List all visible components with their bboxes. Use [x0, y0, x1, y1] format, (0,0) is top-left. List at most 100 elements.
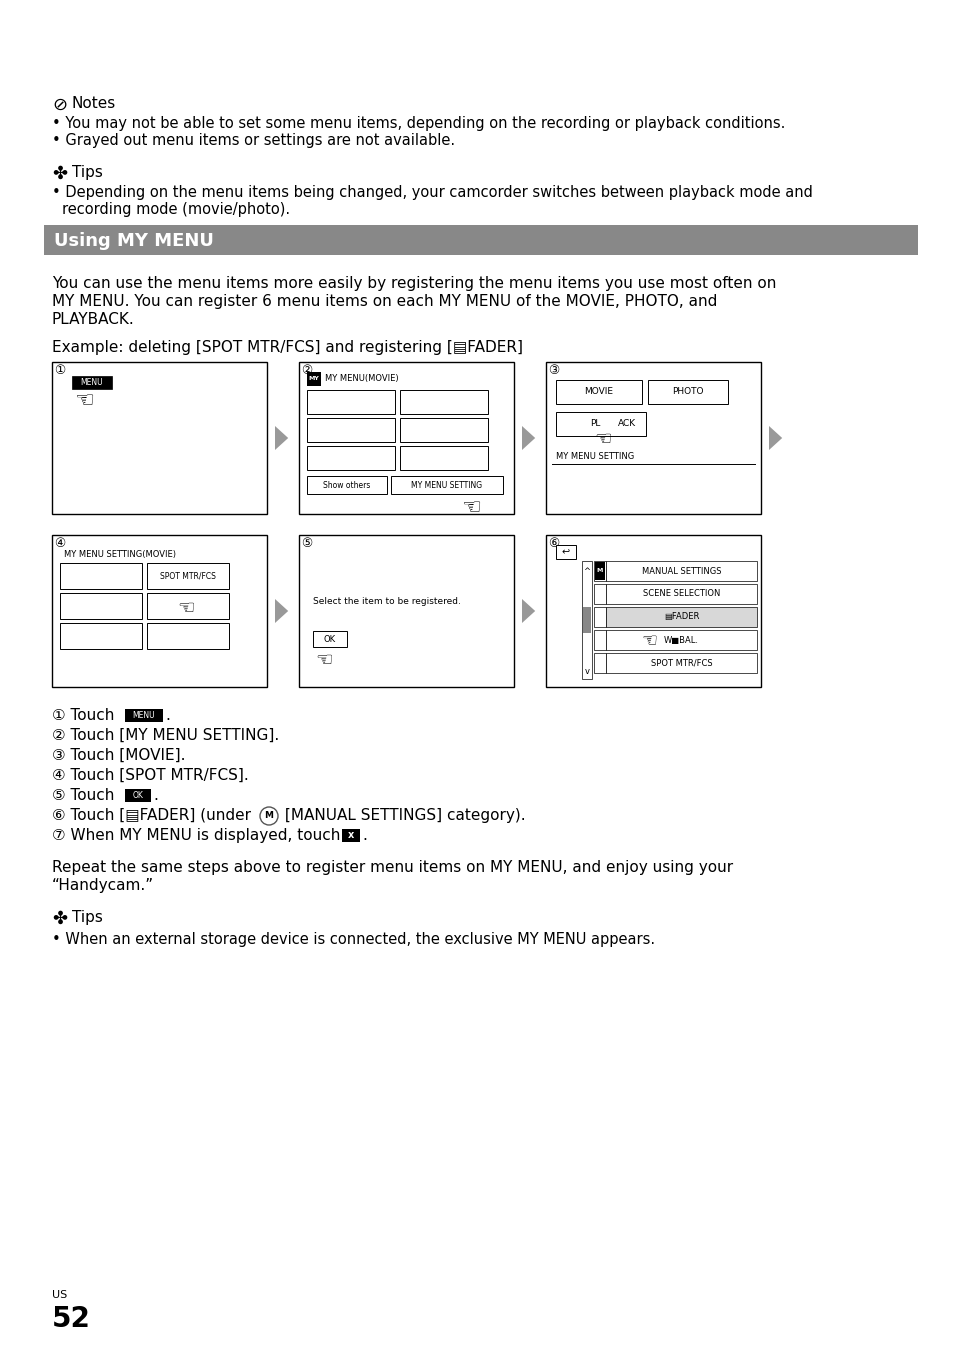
- Bar: [125, 788, 151, 802]
- Text: ④ Touch [SPOT MTR/FCS].: ④ Touch [SPOT MTR/FCS].: [52, 768, 249, 783]
- Polygon shape: [274, 426, 288, 451]
- Bar: [307, 476, 387, 494]
- Bar: [556, 380, 641, 404]
- Text: PHOTO: PHOTO: [672, 388, 703, 396]
- Text: .: .: [165, 708, 170, 723]
- Bar: [594, 584, 605, 604]
- Text: ③ Touch [MOVIE].: ③ Touch [MOVIE].: [52, 748, 185, 763]
- Text: ☜: ☜: [314, 651, 333, 670]
- Text: ↩: ↩: [561, 547, 570, 556]
- Text: • You may not be able to set some menu items, depending on the recording or play: • You may not be able to set some menu i…: [52, 115, 784, 132]
- Text: PL: PL: [590, 419, 600, 429]
- Polygon shape: [768, 426, 781, 451]
- Text: MY MENU SETTING: MY MENU SETTING: [556, 452, 634, 461]
- Text: Tips: Tips: [71, 166, 103, 180]
- Bar: [594, 560, 605, 581]
- Bar: [298, 362, 514, 514]
- Text: Notes: Notes: [71, 96, 116, 111]
- Text: • When an external storage device is connected, the exclusive MY MENU appears.: • When an external storage device is con…: [52, 932, 655, 947]
- Text: MY: MY: [308, 376, 319, 381]
- Polygon shape: [521, 598, 535, 623]
- Text: OK: OK: [324, 635, 335, 643]
- Text: ▤FADER: ▤FADER: [663, 612, 699, 622]
- Text: Tips: Tips: [71, 911, 103, 925]
- Text: MY MENU SETTING(MOVIE): MY MENU SETTING(MOVIE): [64, 550, 175, 559]
- Text: ☜: ☜: [594, 430, 611, 449]
- Bar: [556, 546, 576, 559]
- Text: Select the item to be registered.: Select the item to be registered.: [313, 597, 460, 607]
- Text: ⑦ When MY MENU is displayed, touch: ⑦ When MY MENU is displayed, touch: [52, 828, 345, 843]
- Text: You can use the menu items more easily by registering the menu items you use mos: You can use the menu items more easily b…: [52, 275, 776, 290]
- Text: MENU: MENU: [132, 711, 155, 721]
- Bar: [71, 376, 112, 389]
- Bar: [52, 535, 267, 687]
- Bar: [60, 623, 142, 649]
- Text: ③: ③: [547, 364, 558, 377]
- Bar: [298, 535, 514, 687]
- Text: ACK: ACK: [618, 419, 636, 429]
- Text: Repeat the same steps above to register menu items on MY MENU, and enjoy using y: Repeat the same steps above to register …: [52, 860, 732, 875]
- Bar: [605, 560, 757, 581]
- Text: MANUAL SETTINGS: MANUAL SETTINGS: [641, 566, 720, 575]
- Bar: [147, 593, 229, 619]
- Bar: [313, 631, 347, 647]
- Text: SPOT MTR/FCS: SPOT MTR/FCS: [650, 658, 712, 668]
- Text: US: US: [52, 1291, 67, 1300]
- Text: ⑤ Touch: ⑤ Touch: [52, 788, 119, 803]
- Text: MENU: MENU: [81, 379, 103, 387]
- Bar: [307, 389, 395, 414]
- Text: ☜: ☜: [640, 631, 657, 649]
- Text: W■BAL.: W■BAL.: [663, 635, 699, 645]
- Text: ⑥ Touch [▤FADER] (under: ⑥ Touch [▤FADER] (under: [52, 807, 255, 822]
- Bar: [545, 362, 760, 514]
- Bar: [594, 630, 605, 650]
- Bar: [147, 563, 229, 589]
- Text: recording mode (movie/photo).: recording mode (movie/photo).: [62, 202, 290, 217]
- Bar: [125, 708, 163, 722]
- Text: .: .: [152, 788, 157, 803]
- Bar: [605, 584, 757, 604]
- Text: ① Touch: ① Touch: [52, 708, 119, 723]
- Bar: [594, 607, 605, 627]
- Bar: [307, 372, 320, 385]
- Bar: [595, 562, 604, 579]
- Text: ⊘: ⊘: [52, 96, 67, 114]
- Text: ⑤: ⑤: [301, 537, 312, 550]
- Text: PLAYBACK.: PLAYBACK.: [52, 312, 134, 327]
- Bar: [581, 560, 592, 678]
- Bar: [60, 563, 142, 589]
- Circle shape: [260, 807, 277, 825]
- Bar: [399, 418, 488, 442]
- Bar: [399, 446, 488, 470]
- Bar: [341, 829, 359, 841]
- Text: MY MENU. You can register 6 menu items on each MY MENU of the MOVIE, PHOTO, and: MY MENU. You can register 6 menu items o…: [52, 294, 717, 309]
- Bar: [594, 653, 605, 673]
- Text: Example: deleting [SPOT MTR/FCS] and registering [▤FADER]: Example: deleting [SPOT MTR/FCS] and reg…: [52, 341, 522, 356]
- Text: ✤: ✤: [52, 911, 67, 928]
- Text: ☜: ☜: [460, 498, 480, 518]
- Text: OK: OK: [132, 791, 143, 801]
- Text: Show others: Show others: [323, 480, 371, 490]
- Text: Using MY MENU: Using MY MENU: [54, 232, 213, 250]
- Bar: [307, 446, 395, 470]
- Text: “Handycam.”: “Handycam.”: [52, 878, 154, 893]
- Text: M: M: [264, 811, 274, 821]
- Bar: [556, 413, 645, 436]
- Text: ☜: ☜: [74, 391, 94, 411]
- Bar: [545, 535, 760, 687]
- Text: v: v: [584, 666, 589, 676]
- Polygon shape: [521, 426, 535, 451]
- Text: ④: ④: [54, 537, 65, 550]
- Text: 52: 52: [52, 1305, 91, 1333]
- Text: ☜: ☜: [177, 598, 194, 617]
- Bar: [307, 418, 395, 442]
- Bar: [399, 389, 488, 414]
- Bar: [605, 653, 757, 673]
- Text: ⑥: ⑥: [547, 537, 558, 550]
- Bar: [60, 593, 142, 619]
- Text: SCENE SELECTION: SCENE SELECTION: [642, 589, 720, 598]
- Bar: [647, 380, 727, 404]
- Bar: [147, 623, 229, 649]
- Polygon shape: [274, 598, 288, 623]
- Text: MOVIE: MOVIE: [584, 388, 613, 396]
